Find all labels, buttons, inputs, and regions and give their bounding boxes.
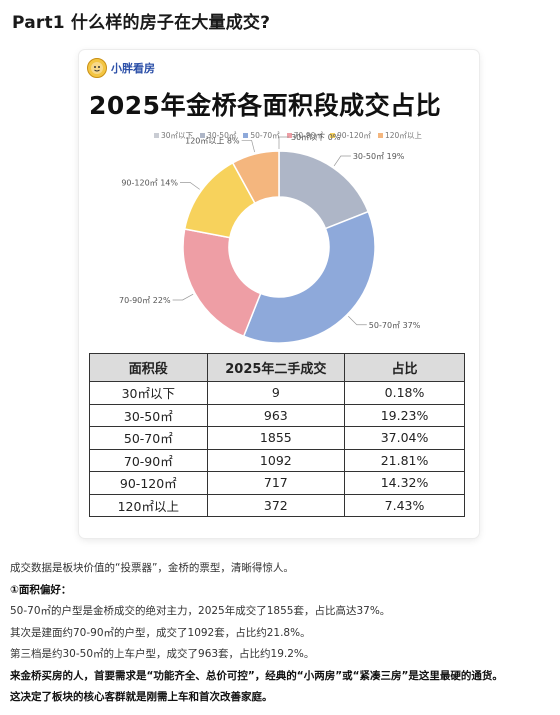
body-line: 成交数据是板块价值的“投票器”，金桥的票型，清晰得惊人。	[10, 562, 294, 574]
table-header-cell: 占比	[344, 353, 465, 382]
leader-line	[241, 140, 255, 153]
table-cell: 717	[206, 471, 346, 495]
slice-label: 50-70㎡ 37%	[369, 321, 421, 330]
slice-label: 70-90㎡ 22%	[119, 296, 171, 305]
donut-chart: 30㎡以下 0% 30-50㎡ 19% 50-70㎡ 37% 70-90㎡ 22% 90…	[119, 133, 421, 344]
logo-text: 小胖看房	[111, 62, 155, 75]
table-cell: 14.32%	[344, 471, 465, 495]
legend-swatch	[200, 133, 206, 138]
slice-label: 120㎡以上 8%	[185, 136, 240, 145]
table-cell: 7.43%	[344, 493, 465, 517]
legend-item: 70-90㎡	[286, 130, 323, 141]
data-table: 面积段 2025年二手成交 占比 30㎡以下 9 0.18% 30-50㎡ 96…	[89, 353, 465, 517]
table-row: 30㎡以下 9 0.18%	[89, 381, 465, 405]
chart-card: 小胖看房 2025年金桥各面积段成交占比 30㎡以下 30-50㎡ 50-70㎡ 70…	[79, 50, 479, 538]
legend-label: 30㎡以下	[161, 131, 194, 140]
part-title: Part1 什么样的房子在大量成交?	[12, 13, 271, 33]
legend-item: 30㎡以下	[154, 130, 193, 141]
legend-label: 30-50㎡	[207, 131, 237, 140]
body-text: 成交数据是板块价值的“投票器”，金桥的票型，清晰得惊人。 ①面积偏好： 50-7…	[10, 558, 555, 709]
table-cell: 90-120㎡	[89, 471, 208, 495]
table-row: 30-50㎡ 963 19.23%	[89, 403, 465, 427]
donut-slice	[182, 228, 262, 338]
legend-item: 30-50㎡	[200, 130, 236, 141]
legend-label: 90-120㎡	[336, 131, 372, 140]
leader-line	[333, 155, 351, 167]
conclusion-line: 来金桥买房的人，首要需求是“功能齐全、总价可控”，经典的“小两房”或“紧凑三房”…	[10, 669, 503, 682]
legend-label: 70-90㎡	[293, 131, 323, 140]
table-row: 70-90㎡ 1092 21.81%	[89, 448, 465, 472]
legend-label: 120㎡以上	[385, 131, 422, 140]
body-line: 第三档是约30-50㎡的上车户型，成交了963套，占比约19.2%。	[10, 648, 315, 660]
body-line: 其次是建面约70-90㎡的户型，成交了1092套，占比约21.8%。	[10, 626, 311, 639]
body-line: 50-70㎡的户型是金桥成交的绝对主力，2025年成交了1855套，占比高达37…	[10, 605, 391, 617]
slice-label: 30㎡以下 0%	[291, 133, 341, 142]
table-row: 90-120㎡ 717 14.32%	[89, 471, 465, 495]
leader-line	[348, 316, 367, 326]
legend-swatch	[154, 133, 159, 138]
legend-swatch	[329, 133, 335, 138]
table-cell: 9	[206, 381, 346, 405]
legend-swatch	[286, 133, 292, 138]
table-cell: 70-90㎡	[89, 448, 208, 472]
table-cell: 50-70㎡	[89, 426, 208, 450]
table-header-row: 面积段 2025年二手成交 占比	[89, 353, 465, 382]
leader-line	[180, 181, 200, 190]
slice-label: 30-50㎡ 19%	[353, 152, 405, 161]
leader-line	[172, 293, 194, 301]
leader-line	[278, 136, 289, 149]
chart-title: 2025年金桥各面积段成交占比	[89, 91, 442, 120]
table-row: 120㎡以上 372 7.43%	[89, 493, 465, 517]
legend-item: 90-120㎡	[329, 130, 372, 141]
table-cell: 1092	[206, 448, 346, 472]
table-cell: 1855	[206, 426, 346, 450]
table-cell: 30㎡以下	[89, 381, 208, 405]
logo: 小胖看房	[87, 58, 155, 78]
slice-label: 90-120㎡ 14%	[121, 178, 178, 187]
legend-item: 50-70㎡	[243, 130, 280, 141]
table-cell: 19.23%	[344, 403, 465, 427]
table-cell: 37.04%	[344, 426, 465, 450]
table-cell: 963	[206, 403, 346, 427]
table-header-cell: 面积段	[89, 353, 208, 382]
conclusion-line: 这决定了板块的核心客群就是刚需上车和首次改善家庭。	[10, 691, 273, 703]
table-cell: 21.81%	[344, 448, 465, 472]
table-cell: 372	[206, 493, 346, 517]
legend-swatch	[243, 133, 249, 138]
table-cell: 120㎡以上	[89, 493, 208, 517]
table-row: 50-70㎡ 1855 37.04%	[89, 426, 465, 450]
legend-label: 50-70㎡	[250, 131, 280, 140]
table-header-cell: 2025年二手成交	[206, 353, 346, 382]
donut-slice	[242, 210, 376, 344]
table-cell: 30-50㎡	[89, 403, 208, 427]
legend-swatch	[378, 133, 384, 138]
legend-item: 120㎡以上	[378, 130, 422, 141]
cartoon-face-icon	[87, 58, 107, 78]
chart-legend: 30㎡以下 30-50㎡ 50-70㎡ 70-90㎡ 90-120㎡ 120㎡以上	[154, 130, 422, 141]
table-cell: 0.18%	[344, 381, 465, 405]
section-heading: ①面积偏好：	[10, 583, 72, 596]
donut-slice	[231, 150, 280, 205]
